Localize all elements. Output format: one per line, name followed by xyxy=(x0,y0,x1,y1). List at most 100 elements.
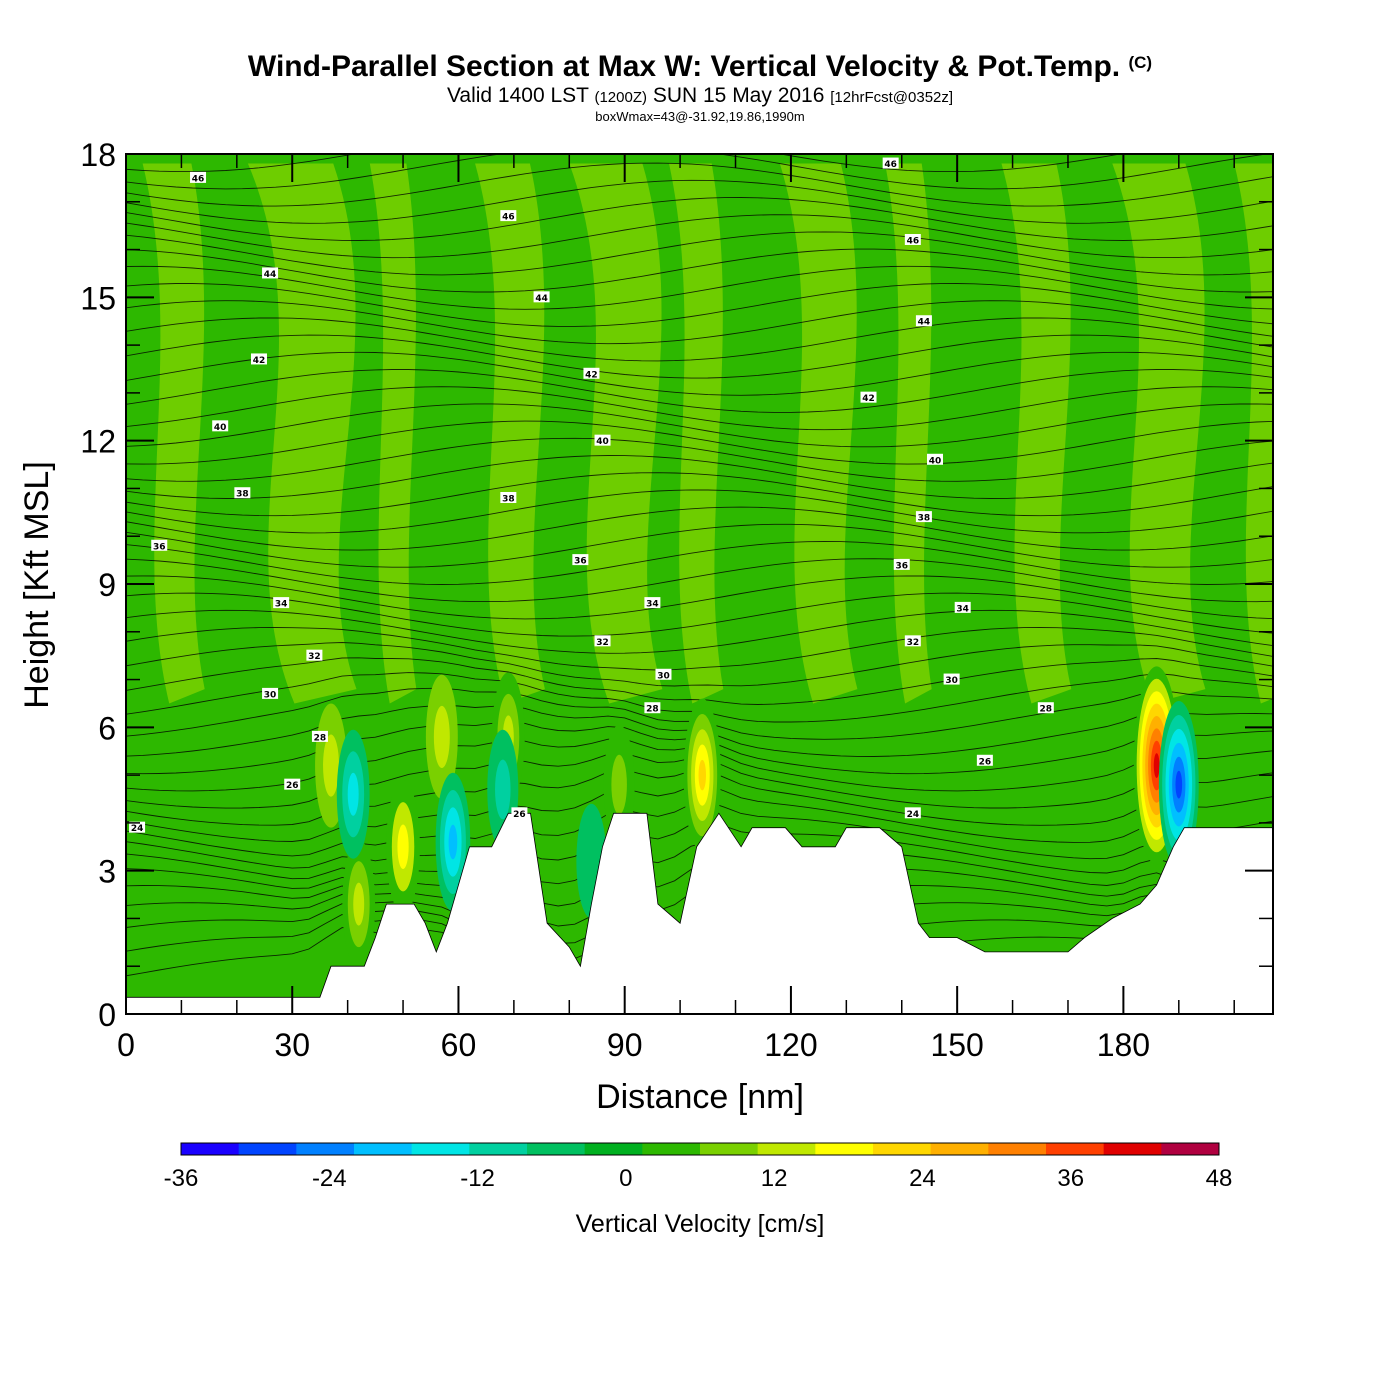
isentrope-line xyxy=(126,154,1270,190)
isentrope-label: 42 xyxy=(860,391,877,404)
y-tick-label: 18 xyxy=(80,137,116,173)
svg-text:28: 28 xyxy=(1040,705,1053,715)
colorbar-swatch xyxy=(527,1143,586,1155)
isentrope-line xyxy=(126,489,1273,534)
field-streak xyxy=(569,163,663,704)
y-tick-label: 6 xyxy=(98,710,116,746)
colorbar-swatch xyxy=(1046,1143,1105,1155)
svg-text:40: 40 xyxy=(596,437,609,447)
isentrope-line xyxy=(126,231,1273,276)
svg-text:42: 42 xyxy=(585,370,598,380)
updraft-core xyxy=(433,705,450,768)
updraft-core xyxy=(611,754,627,815)
svg-text:46: 46 xyxy=(502,213,515,223)
field-streak xyxy=(247,163,357,704)
svg-text:26: 26 xyxy=(979,757,992,767)
svg-text:42: 42 xyxy=(862,394,875,404)
isentrope-label: 34 xyxy=(273,597,290,610)
svg-text:42: 42 xyxy=(253,356,266,366)
isentrope-label: 46 xyxy=(500,210,517,223)
downdraft-core xyxy=(1175,770,1183,799)
isentrope-label: 38 xyxy=(234,487,251,500)
isentrope-line xyxy=(126,541,1273,585)
isentrope-label: 36 xyxy=(572,554,589,567)
svg-text:36: 36 xyxy=(574,557,587,567)
x-tick-label: 180 xyxy=(1097,1027,1150,1063)
isentrope-label: 44 xyxy=(262,267,279,280)
svg-text:46: 46 xyxy=(884,160,897,170)
field-streak xyxy=(1234,163,1273,704)
copyright-mark: (C) xyxy=(1128,53,1153,72)
isentrope-line xyxy=(126,420,1273,465)
y-tick-label: 12 xyxy=(80,424,116,460)
updraft-core xyxy=(353,882,365,926)
isentrope-label: 44 xyxy=(915,315,932,328)
isentrope-label: 44 xyxy=(533,291,550,304)
colorbar-swatch xyxy=(988,1143,1047,1155)
isentrope-line xyxy=(126,154,944,155)
isentrope-line xyxy=(126,265,1273,310)
colorbar-tick-label: 48 xyxy=(1206,1165,1233,1192)
isentrope-label: 36 xyxy=(151,539,168,552)
colorbar-swatch xyxy=(296,1143,355,1155)
field-streak xyxy=(779,163,858,704)
colorbar-swatch xyxy=(930,1143,989,1155)
isentrope-line xyxy=(126,506,1273,551)
isentrope-line xyxy=(126,403,1273,448)
field-streak xyxy=(669,163,724,704)
updraft-core xyxy=(1153,753,1160,778)
isentrope-line xyxy=(126,437,1273,482)
svg-text:24: 24 xyxy=(131,824,144,834)
isentrope-label: 28 xyxy=(311,730,328,743)
colorbar-swatch xyxy=(873,1143,932,1155)
isentrope-label: 38 xyxy=(915,511,932,524)
colorbar-tick-label: -36 xyxy=(164,1165,199,1192)
isentrope-label: 32 xyxy=(306,649,323,662)
y-tick-label: 0 xyxy=(98,997,116,1033)
y-axis-label: Height [Kft MSL] xyxy=(18,461,56,709)
isentrope-label: 28 xyxy=(1037,702,1054,715)
svg-text:40: 40 xyxy=(929,456,942,466)
colorbar-swatch xyxy=(757,1143,816,1155)
isentrope-line xyxy=(126,592,1273,637)
x-tick-label: 90 xyxy=(607,1027,643,1063)
isentrope-label: 46 xyxy=(904,234,921,247)
colorbar-swatch xyxy=(354,1143,413,1155)
svg-text:38: 38 xyxy=(502,495,515,505)
isentrope-line xyxy=(126,642,1273,687)
y-tick-label: 3 xyxy=(98,854,116,890)
field-streak xyxy=(1112,163,1206,704)
colorbar-swatch xyxy=(1161,1143,1220,1155)
isentrope-line xyxy=(126,455,1273,499)
isentrope-label: 26 xyxy=(511,807,528,820)
isentrope-line xyxy=(126,154,1123,173)
terrain-polygon xyxy=(125,812,1274,1015)
svg-text:28: 28 xyxy=(646,705,659,715)
svg-text:44: 44 xyxy=(918,318,931,328)
isentrope-label: 38 xyxy=(500,492,517,505)
svg-text:36: 36 xyxy=(153,542,166,552)
colorbar-tick-label: -12 xyxy=(460,1165,495,1192)
terrain-mask xyxy=(125,812,1274,1015)
field-streak xyxy=(1001,163,1072,704)
valid-time-subtitle: Valid 1400 LST (1200Z) SUN 15 May 2016 [… xyxy=(446,84,954,107)
isentrope-line xyxy=(126,558,1273,603)
colorbar-tick-label: 0 xyxy=(619,1165,632,1192)
isentrope-label: 30 xyxy=(262,687,279,700)
colorbar-title: Vertical Velocity [cm/s] xyxy=(576,1210,825,1238)
isentrope-label: 24 xyxy=(904,807,921,820)
svg-text:32: 32 xyxy=(596,638,609,648)
updraft-core xyxy=(698,759,706,791)
x-tick-label: 120 xyxy=(764,1027,817,1063)
svg-text:38: 38 xyxy=(236,490,249,500)
isentrope-label: 32 xyxy=(594,635,611,648)
svg-text:46: 46 xyxy=(907,237,920,247)
isentrope-label: 28 xyxy=(644,702,661,715)
isentrope-line xyxy=(126,214,1273,259)
isentrope-label: 40 xyxy=(594,434,611,447)
y-tick-label: 15 xyxy=(80,280,116,316)
isentrope-label: 40 xyxy=(926,453,943,466)
x-tick-label: 0 xyxy=(117,1027,135,1063)
x-axis-label: Distance [nm] xyxy=(596,1078,804,1116)
